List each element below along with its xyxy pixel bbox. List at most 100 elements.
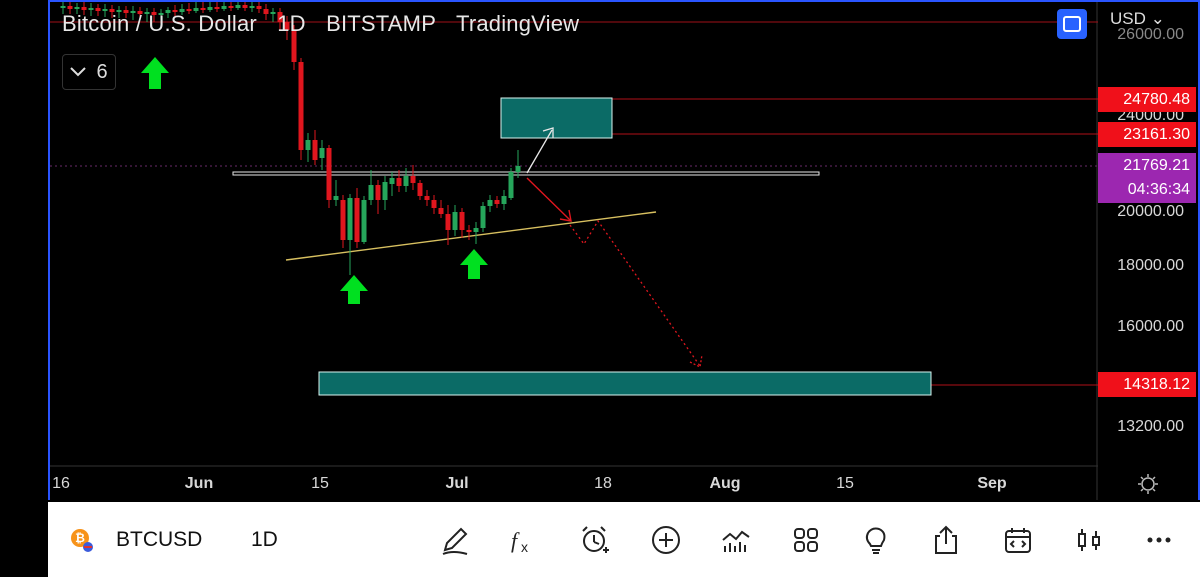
chart-title: Bitcoin / U.S. Dollar 1D BITSTAMP Tradin…	[62, 11, 593, 37]
candlestick-icon	[1078, 529, 1100, 551]
current-price: 21769.21	[1123, 157, 1190, 174]
time-axis-label: 16	[52, 475, 70, 492]
candle-body	[298, 62, 304, 150]
candle-body	[193, 8, 199, 11]
candle-body	[361, 200, 367, 242]
plus-circle-icon	[652, 526, 680, 554]
candle-countdown: 04:36:34	[1127, 181, 1190, 198]
time-axis-label: 18	[594, 475, 612, 492]
currency-selector[interactable]: USD ⌄	[1110, 9, 1165, 29]
time-axis-label: Jul	[445, 475, 469, 492]
candle-body	[123, 10, 129, 13]
candle-body	[158, 13, 164, 15]
candle-body	[144, 12, 150, 14]
bottom-toolbar	[48, 502, 1200, 577]
candle-body	[501, 196, 507, 204]
fullscreen-icon[interactable]	[1057, 9, 1087, 39]
candle-body	[109, 9, 115, 12]
candle-body	[291, 30, 297, 62]
candle-body	[137, 11, 143, 14]
pen-icon	[442, 527, 468, 555]
candle-body	[368, 185, 374, 200]
indicators-toggle-button[interactable]: 6	[62, 54, 116, 90]
add-button[interactable]	[647, 521, 685, 559]
candle-body	[221, 6, 227, 9]
lightbulb-icon	[865, 527, 886, 554]
candle-body	[235, 5, 241, 8]
upper-supply-zone	[500, 97, 613, 139]
candle-body	[172, 10, 178, 12]
candle-body	[67, 6, 73, 9]
candle-body	[277, 12, 283, 22]
candle-body	[375, 185, 381, 200]
candle-body	[333, 196, 339, 200]
symbol-name: Bitcoin / U.S. Dollar	[62, 11, 257, 36]
candle-body	[424, 196, 430, 200]
more-dots-icon	[1147, 537, 1171, 543]
candle-body	[410, 176, 416, 183]
candle-body	[473, 228, 479, 232]
price-axis-label: 26000.00	[1117, 26, 1184, 42]
candle-body	[214, 7, 220, 9]
candle-body	[396, 178, 402, 186]
chart-type-button[interactable]	[717, 521, 755, 559]
candle-body	[81, 7, 87, 10]
candle-body	[340, 200, 346, 240]
ideas-button[interactable]	[857, 521, 895, 559]
candle-body	[438, 208, 444, 214]
bitcoin-icon[interactable]: ₿	[70, 528, 94, 552]
candle-body	[200, 8, 206, 10]
interval-button[interactable]: 1D	[251, 528, 278, 551]
candle-body	[249, 6, 255, 8]
price-axis-label: 13200.00	[1117, 418, 1184, 435]
candle-body	[459, 212, 465, 230]
candle-body	[102, 9, 108, 11]
more-button[interactable]	[1140, 521, 1178, 559]
candle-style-button[interactable]	[1070, 521, 1108, 559]
candle-body	[347, 198, 353, 240]
replay-button[interactable]	[999, 521, 1037, 559]
interval-label: 1D	[277, 11, 306, 36]
alert-button[interactable]	[576, 521, 614, 559]
candle-body	[445, 214, 451, 230]
candle-body	[382, 182, 388, 200]
bar-chart-icon	[722, 530, 750, 552]
candle-body	[417, 183, 423, 196]
symbol-button[interactable]: BTCUSD	[116, 528, 203, 551]
candle-body	[319, 148, 325, 158]
share-icon	[935, 525, 957, 554]
gear-icon[interactable]	[1136, 472, 1160, 496]
candle-body	[515, 166, 521, 172]
projection-path	[569, 219, 701, 367]
candle-body	[228, 6, 234, 8]
time-axis-label: Aug	[709, 475, 741, 492]
candle-body	[403, 176, 409, 186]
candle-body	[165, 10, 171, 13]
chart-frame[interactable]	[48, 0, 1200, 500]
candle-body	[60, 6, 66, 8]
mid-zone-price-badge: 23161.30	[1098, 122, 1196, 147]
candle-body	[256, 6, 262, 9]
svg-text:f: f	[511, 528, 520, 553]
candle-body	[151, 12, 157, 15]
resistance-line	[232, 171, 820, 176]
currency-label: USD	[1110, 9, 1146, 28]
candle-body	[480, 206, 486, 228]
candle-body	[116, 10, 122, 12]
candle-body	[74, 7, 80, 9]
candle-body	[88, 8, 94, 10]
drawing-tool-button[interactable]	[436, 521, 474, 559]
candle-body	[452, 212, 458, 230]
candle-body	[466, 230, 472, 232]
chevron-down-icon: ⌄	[1150, 9, 1165, 28]
upper-zone-price-badge: 24780.48	[1098, 87, 1196, 112]
candle-body	[494, 200, 500, 204]
candle-body	[207, 7, 213, 10]
lower-zone-price-badge: 14318.12	[1098, 372, 1196, 397]
current-price-badge: 21769.21 04:36:34	[1098, 153, 1196, 203]
layout-button[interactable]	[787, 521, 825, 559]
share-button[interactable]	[927, 521, 965, 559]
price-chart[interactable]	[0, 0, 1200, 500]
